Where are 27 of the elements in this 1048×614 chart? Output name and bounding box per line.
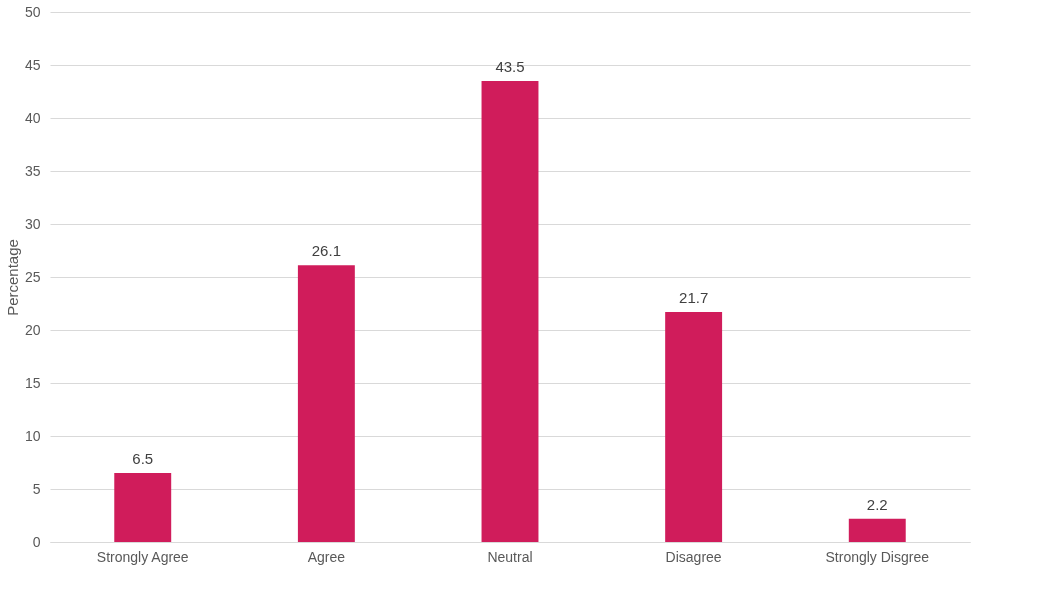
y-tick-label: 30 xyxy=(24,215,41,232)
y-tick-label: 45 xyxy=(24,56,41,73)
bar xyxy=(114,473,172,542)
x-tick-label: Strongly Disgree xyxy=(825,548,930,565)
y-tick-label: 20 xyxy=(24,321,41,338)
x-tick-label: Disagree xyxy=(665,548,722,565)
data-label: 6.5 xyxy=(132,450,154,468)
bar xyxy=(481,80,539,542)
x-tick-label: Agree xyxy=(307,548,346,565)
bar xyxy=(665,311,723,542)
y-tick-label: 35 xyxy=(24,162,41,179)
y-tick-label: 40 xyxy=(24,109,41,126)
bar xyxy=(297,265,355,542)
x-tick-label: Neutral xyxy=(487,548,533,565)
y-tick-label: 0 xyxy=(32,533,41,550)
bar xyxy=(848,518,906,542)
data-label: 43.5 xyxy=(495,57,525,75)
data-label: 21.7 xyxy=(679,288,709,306)
y-tick-label: 15 xyxy=(24,374,41,391)
y-tick-label: 5 xyxy=(32,480,41,497)
y-tick-label: 50 xyxy=(24,3,41,20)
data-label: 2.2 xyxy=(866,495,888,513)
data-label: 26.1 xyxy=(311,242,341,260)
y-tick-label: 10 xyxy=(24,427,41,444)
x-tick-label: Strongly Agree xyxy=(96,548,189,565)
y-axis-title: Percentage xyxy=(3,239,21,316)
y-tick-label: 25 xyxy=(24,268,41,285)
